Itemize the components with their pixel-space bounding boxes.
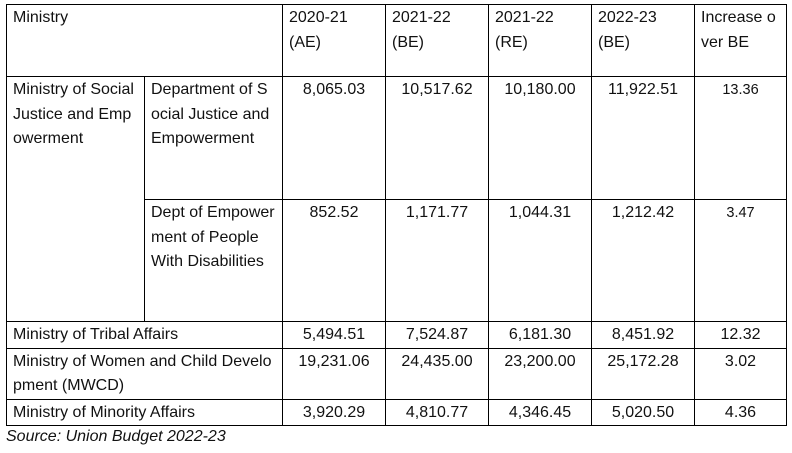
header-year: 2021-22 xyxy=(392,9,451,26)
header-estimate-type: (RE) xyxy=(495,33,528,51)
header-2022-23-be: 2022-23 (BE) xyxy=(591,4,695,77)
cell-ministry: Ministry of Women and Child Development … xyxy=(6,347,283,400)
cell-increase: 13.36 xyxy=(694,76,787,200)
cell-be-2022-23: 5,020.50 xyxy=(591,398,695,427)
cell-ae-2020-21: 8,065.03 xyxy=(282,76,386,200)
cell-re-2021-22: 10,180.00 xyxy=(488,76,592,200)
cell-be-2022-23: 8,451.92 xyxy=(591,321,695,349)
cell-be-2021-22: 1,171.77 xyxy=(385,199,489,322)
cell-be-2021-22: 10,517.62 xyxy=(385,76,489,200)
budget-allocation-table: Ministry 2020-21 (AE) 2021-22 (BE) 2021-… xyxy=(6,4,787,427)
cell-re-2021-22: 6,181.30 xyxy=(488,321,592,349)
source-note: Source: Union Budget 2022-23 xyxy=(6,428,226,445)
cell-department: Dept of Empowerment of People With Disab… xyxy=(144,199,283,322)
cell-ae-2020-21: 19,231.06 xyxy=(282,347,386,400)
header-year: 2021-22 xyxy=(495,9,554,26)
cell-ae-2020-21: 5,494.51 xyxy=(282,321,386,349)
header-year: 2022-23 xyxy=(598,9,657,26)
cell-ministry: Ministry of Minority Affairs xyxy=(6,398,283,427)
header-increase-over-be: Increase over BE xyxy=(694,4,787,77)
cell-re-2021-22: 4,346.45 xyxy=(488,398,592,427)
table-row: Ministry of Minority Affairs 3,920.29 4,… xyxy=(6,398,787,427)
header-estimate-type: (BE) xyxy=(598,33,630,51)
cell-re-2021-22: 1,044.31 xyxy=(488,199,592,322)
cell-increase: 3.47 xyxy=(694,199,787,322)
table-row: Ministry of Social Justice and Empowerme… xyxy=(6,76,787,322)
cell-be-2022-23: 25,172.28 xyxy=(591,347,695,400)
cell-increase: 4.36 xyxy=(694,398,787,427)
header-2020-21-ae: 2020-21 (AE) xyxy=(282,4,386,77)
cell-re-2021-22: 23,200.00 xyxy=(488,347,592,400)
cell-be-2021-22: 24,435.00 xyxy=(385,347,489,400)
table-row: Ministry of Tribal Affairs 5,494.51 7,52… xyxy=(6,321,787,349)
cell-increase: 12.32 xyxy=(694,321,787,349)
cell-be-2022-23: 1,212.42 xyxy=(591,199,695,322)
header-ministry: Ministry xyxy=(6,4,283,77)
table-row: Dept of Empowerment of People With Disab… xyxy=(7,199,787,322)
cell-ae-2020-21: 852.52 xyxy=(282,199,386,322)
cell-department: Department of Social Justice and Empower… xyxy=(144,76,283,200)
cell-ae-2020-21: 3,920.29 xyxy=(282,398,386,427)
cell-be-2022-23: 11,922.51 xyxy=(591,76,695,200)
cell-ministry: Ministry of Tribal Affairs xyxy=(6,321,283,349)
header-year: 2020-21 xyxy=(289,9,348,26)
cell-be-2021-22: 7,524.87 xyxy=(385,321,489,349)
header-estimate-type: (AE) xyxy=(289,33,321,51)
header-2021-22-re: 2021-22 (RE) xyxy=(488,4,592,77)
cell-increase: 3.02 xyxy=(694,347,787,400)
cell-ministry: Ministry of Social Justice and Empowerme… xyxy=(6,76,145,322)
header-2021-22-be: 2021-22 (BE) xyxy=(385,4,489,77)
table-row: Ministry of Women and Child Development … xyxy=(6,347,787,400)
header-estimate-type: (BE) xyxy=(392,33,424,51)
cell-be-2021-22: 4,810.77 xyxy=(385,398,489,427)
table-header-row: Ministry 2020-21 (AE) 2021-22 (BE) 2021-… xyxy=(6,4,787,77)
